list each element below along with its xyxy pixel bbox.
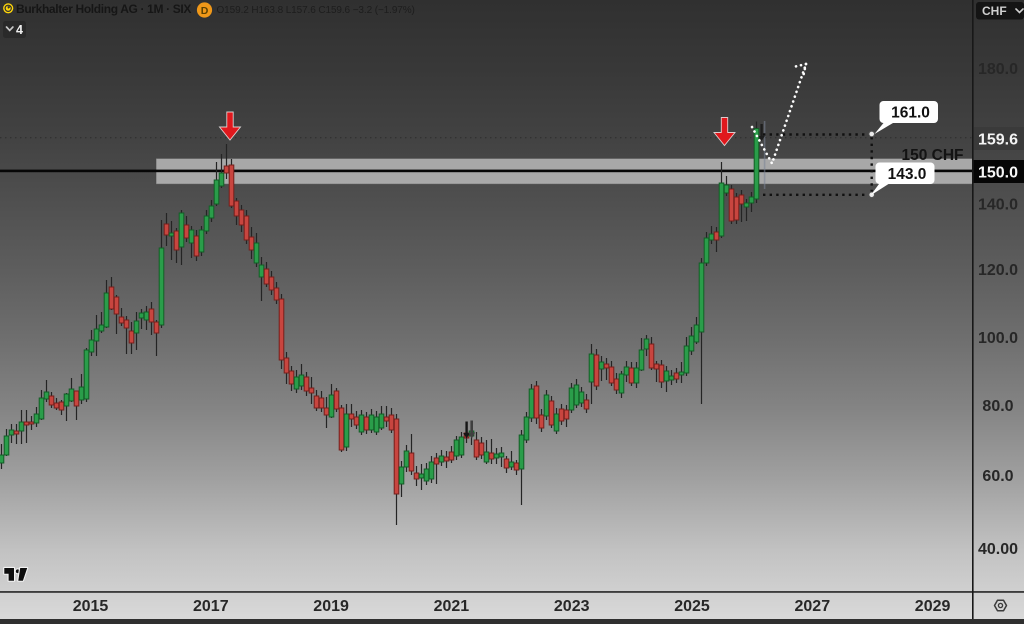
svg-text:150.0: 150.0 [978, 165, 1018, 182]
svg-text:60.0: 60.0 [982, 468, 1013, 485]
svg-text:2017: 2017 [193, 598, 229, 615]
svg-text:4: 4 [16, 23, 23, 37]
svg-text:D: D [201, 5, 209, 17]
svg-text:159.6: 159.6 [978, 132, 1018, 149]
svg-text:143.0: 143.0 [888, 166, 927, 183]
svg-text:CHF: CHF [982, 4, 1007, 18]
svg-text:2027: 2027 [795, 598, 831, 615]
svg-text:40.00: 40.00 [978, 541, 1018, 558]
svg-text:161.0: 161.0 [891, 105, 930, 122]
svg-text:Burkhalter Holding AG · 1M · S: Burkhalter Holding AG · 1M · SIX [16, 2, 191, 16]
svg-text:O159.2 H163.8 L157.6 C159.6: O159.2 H163.8 L157.6 C159.6 −3.2 (−1.97%… [217, 5, 415, 16]
svg-text:100.0: 100.0 [978, 330, 1018, 347]
svg-text:2015: 2015 [73, 598, 109, 615]
svg-text:2021: 2021 [434, 598, 470, 615]
svg-text:2025: 2025 [674, 598, 710, 615]
svg-text:150 CHF: 150 CHF [901, 147, 963, 164]
svg-text:180.0: 180.0 [978, 61, 1018, 78]
svg-text:120.0: 120.0 [978, 262, 1018, 279]
svg-text:140.0: 140.0 [978, 197, 1018, 214]
svg-text:2023: 2023 [554, 598, 590, 615]
svg-text:80.0: 80.0 [982, 398, 1013, 415]
svg-text:2019: 2019 [313, 598, 349, 615]
svg-text:2029: 2029 [915, 598, 951, 615]
